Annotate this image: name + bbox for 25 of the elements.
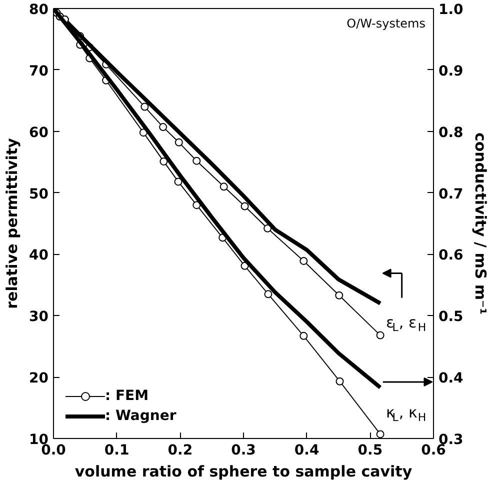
x-tick-label: 0.2 bbox=[168, 442, 193, 458]
y-tick-label: 40 bbox=[29, 248, 49, 264]
y-tick-label: 50 bbox=[29, 186, 49, 202]
y2-tick-label: 0.6 bbox=[438, 248, 464, 264]
y-tick-label: 30 bbox=[29, 309, 49, 326]
y2-tick-label: 0.7 bbox=[438, 186, 464, 202]
x-tick-label: 0.5 bbox=[358, 442, 383, 458]
y-tick-label: 20 bbox=[29, 370, 49, 387]
y2-tick-label: 0.4 bbox=[438, 370, 464, 387]
x-axis-title: volume ratio of sphere to sample cavity bbox=[74, 462, 412, 480]
y-tick-label: 70 bbox=[29, 63, 49, 80]
legend-label: : Wagner bbox=[105, 408, 176, 424]
legend-label: : FEM bbox=[105, 388, 149, 404]
x-tick-label: 0.3 bbox=[231, 442, 256, 458]
y-tick-label: 60 bbox=[29, 124, 49, 141]
y2-tick-label: 1.0 bbox=[438, 2, 464, 18]
y2-tick-label: 0.9 bbox=[438, 63, 464, 80]
x-tick-label: 0.4 bbox=[294, 442, 320, 458]
annotation: O/W-systems bbox=[346, 16, 426, 30]
y2-axis-title: conductivity / mS m⁻¹ bbox=[471, 132, 490, 315]
y2-tick-label: 0.8 bbox=[438, 124, 464, 141]
y-tick-label: 80 bbox=[29, 2, 49, 18]
y2-tick-label: 0.5 bbox=[438, 309, 464, 326]
x-tick-label: 0.1 bbox=[104, 442, 130, 458]
y-axis-title: relative permittivity bbox=[3, 138, 22, 309]
